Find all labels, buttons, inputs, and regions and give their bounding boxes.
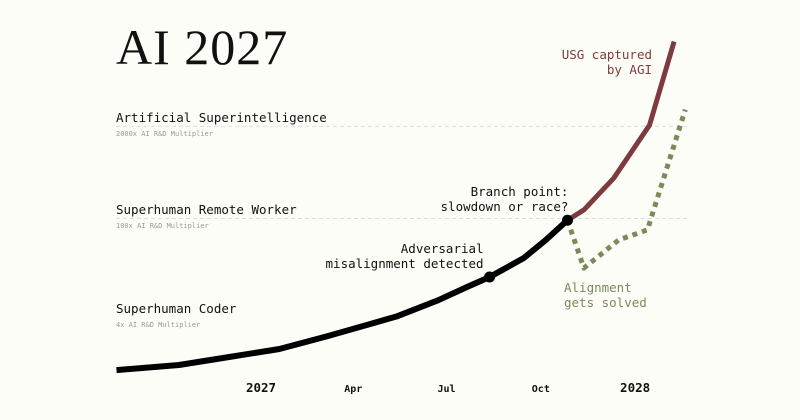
annotation-marker [484, 271, 496, 283]
series-label-slowdown: Alignment [564, 280, 632, 295]
series-label-race: by AGI [607, 62, 652, 77]
x-tick-label: Jul [437, 384, 455, 395]
annotation-text: slowdown or race? [441, 199, 569, 214]
series-label-slowdown: gets solved [564, 295, 647, 310]
annotation-text: Adversarial [401, 241, 484, 256]
level-label: Superhuman Coder [116, 301, 237, 316]
series-line-main [116, 217, 570, 374]
chart-title: AI 2027 [116, 19, 289, 75]
level-sublabel: 4x AI R&D Multiplier [116, 321, 200, 329]
annotation-text: misalignment detected [326, 256, 484, 271]
x-tick-label: 2027 [246, 380, 276, 395]
annotation-marker [561, 214, 573, 226]
level-sublabel: 100x AI R&D Multiplier [116, 222, 209, 230]
x-tick-label: Oct [532, 384, 550, 395]
series-line-slowdown [565, 108, 688, 271]
annotation-text: Branch point: [471, 184, 569, 199]
level-label: Superhuman Remote Worker [116, 202, 297, 217]
x-tick-label: 2028 [620, 380, 650, 395]
level-label: Artificial Superintelligence [116, 110, 327, 125]
level-sublabel: 2000x AI R&D Multiplier [116, 130, 213, 138]
series-label-race: USG captured [562, 47, 652, 62]
series-line-race [566, 40, 677, 223]
x-tick-label: Apr [344, 384, 362, 395]
